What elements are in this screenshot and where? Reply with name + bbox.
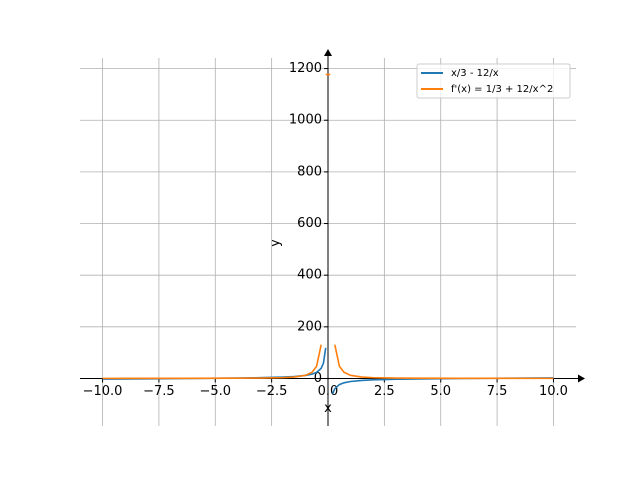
x-tick-label: −7.5 bbox=[143, 384, 175, 399]
y-tick-label: 1200 bbox=[289, 61, 322, 76]
y-tick-label: 800 bbox=[297, 164, 322, 179]
y-tick-label: 600 bbox=[297, 216, 322, 231]
x-tick-label: 7.5 bbox=[487, 384, 508, 399]
y-arrow bbox=[324, 49, 332, 56]
legend-label: f'(x) = 1/3 + 12/x^2 bbox=[451, 84, 553, 95]
legend-box bbox=[416, 63, 571, 99]
series-line bbox=[102, 73, 554, 380]
x-tick-label: 2.5 bbox=[374, 384, 395, 399]
x-tick-label: 5.0 bbox=[430, 384, 451, 399]
x-tick-label: −10.0 bbox=[83, 384, 123, 399]
y-tick-label: 400 bbox=[297, 268, 322, 283]
y-tick-label: 200 bbox=[297, 319, 322, 334]
legend-label: x/3 - 12/x bbox=[451, 68, 499, 79]
y-tick-label: 1000 bbox=[289, 113, 322, 128]
x-arrow bbox=[578, 374, 585, 383]
x-tick-label: −2.5 bbox=[256, 384, 288, 399]
x-tick-label: 10.0 bbox=[539, 384, 568, 399]
x-tick-label: −5.0 bbox=[199, 384, 231, 399]
y-axis-label: y bbox=[268, 239, 283, 247]
